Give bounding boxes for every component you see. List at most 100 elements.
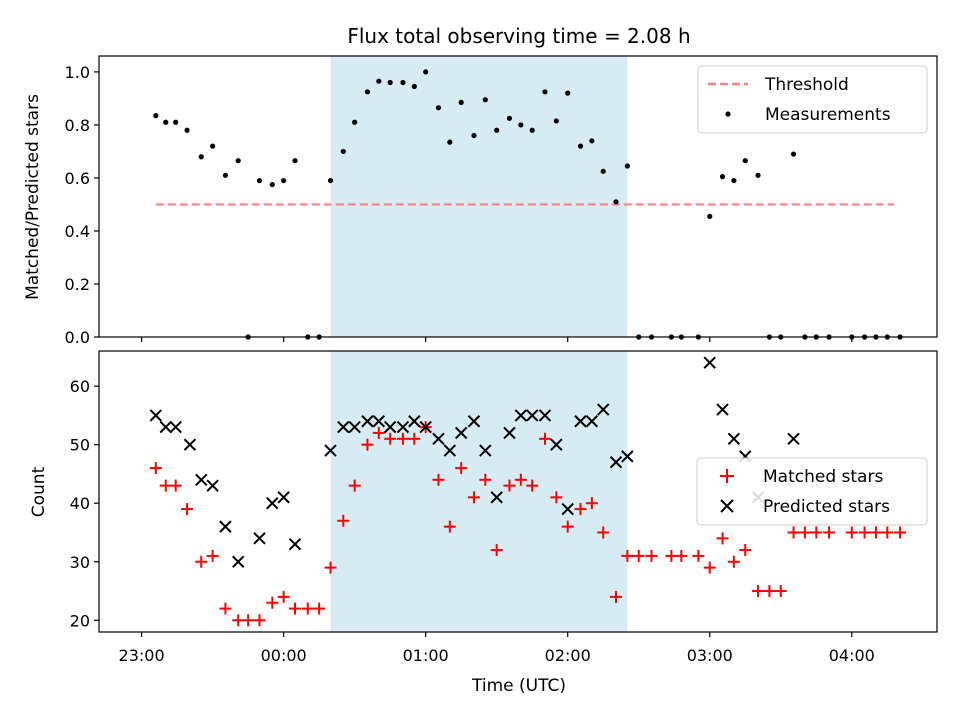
matched-star-point <box>845 526 858 539</box>
count-y-tick-label: 60 <box>70 377 90 396</box>
matched-star-point <box>432 473 445 486</box>
matched-star-point <box>337 514 350 527</box>
measurement-point <box>153 113 159 119</box>
predicted-star-point <box>479 444 492 457</box>
measurement-point <box>600 168 606 174</box>
measurement-point <box>565 90 571 96</box>
predicted-star-point <box>288 537 302 551</box>
matched-star-point <box>538 432 551 445</box>
measurement-point <box>624 163 630 169</box>
predicted-star-point <box>348 420 361 434</box>
predicted-star-point <box>550 438 563 451</box>
matched-star-point <box>632 549 645 562</box>
matched-legend-swatch <box>720 469 734 483</box>
matched-star-point <box>455 462 468 475</box>
matched-star-point <box>823 526 836 539</box>
measurement-point <box>222 172 229 178</box>
measurement-point <box>471 132 477 139</box>
x-tick-label: 23:00 <box>119 646 165 665</box>
measurement-point <box>435 105 442 111</box>
predicted-star-point <box>419 420 432 434</box>
measurement-point <box>163 119 169 125</box>
measurement-point <box>613 199 619 205</box>
measurement-point <box>173 119 179 125</box>
predicted-star-point <box>597 403 610 416</box>
predicted-star-point <box>727 432 741 446</box>
predicted-star-point <box>538 409 552 422</box>
predicted-star-point <box>253 532 266 545</box>
predicted-star-point <box>383 420 397 434</box>
matched-star-point <box>301 602 314 615</box>
x-tick-label: 01:00 <box>403 646 449 665</box>
matched-star-point <box>195 555 208 568</box>
predicted-star-point <box>621 450 634 463</box>
matched-star-point <box>763 585 776 598</box>
matched-star-point <box>621 549 634 562</box>
predicted-star-point <box>277 491 290 504</box>
matched-star-point <box>253 614 266 627</box>
matched-star-point <box>313 602 326 615</box>
matched-star-point <box>396 432 409 445</box>
measurement-point <box>707 213 713 219</box>
matched-star-point <box>289 602 302 615</box>
measurement-point <box>400 79 406 86</box>
predicted-star-point <box>703 356 716 369</box>
measurement-point <box>719 174 726 180</box>
predicted-star-point <box>561 502 574 516</box>
matched-star-point <box>858 526 871 539</box>
predicted-star-point <box>231 555 245 568</box>
measurement-point <box>494 127 500 133</box>
x-tick-label: 00:00 <box>261 646 307 665</box>
predicted-star-point <box>183 438 197 451</box>
predicted-star-point <box>195 473 208 486</box>
predicted-legend-label: Predicted stars <box>763 497 890 517</box>
matched-star-point <box>219 602 232 615</box>
measurement-point <box>506 115 513 121</box>
measurement-point <box>352 119 358 125</box>
measurement-point <box>269 181 275 188</box>
measurement-point <box>458 99 464 105</box>
matched-star-point <box>384 432 397 445</box>
chart-title: Flux total observing time = 2.08 h <box>347 24 690 48</box>
matched-star-point <box>716 532 729 545</box>
measurement-point <box>423 69 429 75</box>
measurement-point <box>210 143 216 149</box>
matched-star-point <box>490 544 503 557</box>
measurement-point <box>411 83 417 90</box>
measurements-legend-swatch <box>725 111 731 117</box>
matched-star-point <box>561 520 574 533</box>
measurement-point <box>482 97 488 103</box>
matched-star-point <box>703 561 716 574</box>
matched-star-point <box>467 491 480 504</box>
x-axis-label: Time (UTC) <box>471 676 566 696</box>
matched-star-point <box>514 473 527 486</box>
measurement-point <box>553 118 559 124</box>
predicted-star-point <box>716 403 729 416</box>
measurement-point <box>731 177 737 184</box>
matched-star-point <box>242 614 255 627</box>
matched-star-point <box>181 503 194 516</box>
matched-star-point <box>869 526 882 539</box>
predicted-star-point <box>525 409 539 422</box>
matched-star-point <box>169 479 182 492</box>
ratio-y-tick-label: 1.0 <box>65 63 90 82</box>
measurement-point <box>184 127 190 133</box>
count-y-axis-label: Count <box>29 466 49 517</box>
ratio-y-tick-label: 0.6 <box>65 169 90 188</box>
threshold-legend-label: Threshold <box>764 75 849 95</box>
predicted-star-point <box>337 420 350 434</box>
matched-star-point <box>443 520 456 533</box>
matched-star-point <box>408 432 421 445</box>
matched-legend-label: Matched stars <box>763 467 883 487</box>
count-y-tick-label: 40 <box>70 494 90 513</box>
ratio-legend: Threshold Measurements <box>697 65 928 134</box>
measurement-point <box>790 151 797 157</box>
ratio-panel-frame <box>98 55 938 338</box>
x-tick-label: 02:00 <box>545 646 591 665</box>
ratio-y-tick-label: 0.2 <box>65 275 90 294</box>
predicted-star-point <box>490 491 503 504</box>
predicted-star-point <box>149 409 163 422</box>
measurement-point <box>364 89 371 95</box>
matched-star-point <box>479 473 492 486</box>
